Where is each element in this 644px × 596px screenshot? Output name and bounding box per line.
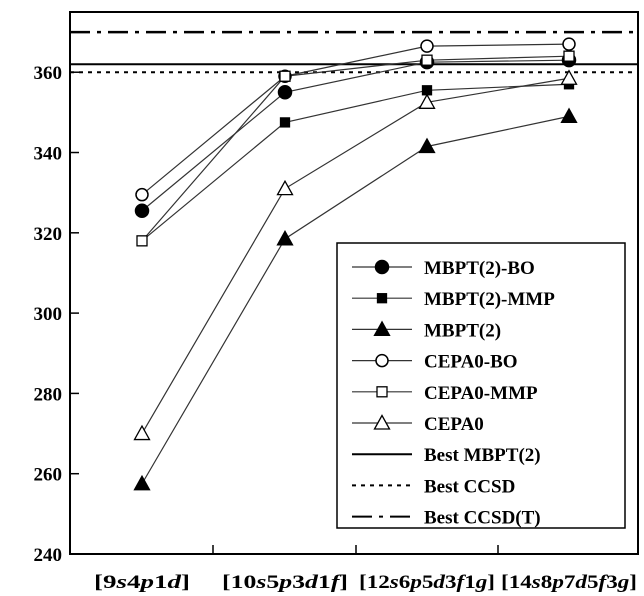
legend-label: MBPT(2)-MMP <box>424 289 555 310</box>
series-line-mbpt-2- <box>141 115 570 485</box>
legend-swatch-marker <box>374 259 390 275</box>
legend-item-best-ccsd: Best CCSD <box>352 476 515 497</box>
legend-label: Best CCSD <box>424 476 515 497</box>
series-line-cepa0 <box>141 77 570 434</box>
x-axis: [9 s 4 p 1 d] [10 s 5 p 3 d 1 f] [12 s6 p 5 d 3 f1 g] [14 s8 p 7 d… <box>94 545 637 593</box>
legend-swatch-marker <box>373 414 391 430</box>
legend-swatch-marker <box>376 386 388 398</box>
x-tick-label: [10 s 5 p 3 d 1 f] <box>222 572 348 593</box>
x-tick-label: [9 s 4 p 1 d] <box>94 572 190 593</box>
legend-item-mbpt-2-: MBPT(2) <box>352 320 501 341</box>
y-tick-label: 340 <box>34 144 63 165</box>
legend: MBPT(2)-BO MBPT(2)-MMP MBPT(2) CEPA0-BO CEPA… <box>336 242 626 529</box>
x-tick-label: [14 s8 p 7 d 5 f3 g] <box>501 572 637 593</box>
legend-label: Best MBPT(2) <box>424 445 541 466</box>
point-cepa0-mmp <box>563 50 575 62</box>
legend-item-best-ccsd-t-: Best CCSD(T) <box>352 508 541 529</box>
point-cepa0 <box>418 93 436 109</box>
series-line-cepa0-mmp <box>141 55 570 242</box>
point-cepa0-mmp <box>421 54 433 66</box>
point-cepa0-mmp <box>136 235 148 247</box>
point-mbpt-2-bo <box>277 85 293 100</box>
point-mbpt-2- <box>133 474 151 491</box>
point-mbpt-2-mmp <box>421 85 433 96</box>
y-tick-label: 240 <box>34 545 63 566</box>
point-mbpt-2- <box>276 229 294 246</box>
series-line-mbpt-2-mmp <box>141 83 570 242</box>
y-tick-label: 260 <box>34 465 63 486</box>
legend-item-cepa0: CEPA0 <box>352 414 484 435</box>
point-cepa0-bo <box>420 39 434 53</box>
series-line-mbpt-2-bo <box>141 59 570 212</box>
legend-label: MBPT(2)-BO <box>424 258 535 279</box>
point-mbpt-2-mmp <box>279 117 291 128</box>
plot-border <box>69 11 639 555</box>
x-tick-label: [12 s6 p 5 d 3 f1 g] <box>359 572 495 593</box>
legend-item-cepa0-bo: CEPA0-BO <box>352 352 518 373</box>
y-tick-label: 280 <box>34 384 63 405</box>
series-line-cepa0-bo <box>141 43 570 196</box>
legend-label: CEPA0 <box>424 414 484 435</box>
point-cepa0-mmp <box>279 70 291 82</box>
legend-label: CEPA0-MMP <box>424 383 538 404</box>
point-cepa0 <box>560 69 578 85</box>
legend-swatch-marker <box>376 293 388 304</box>
legend-item-mbpt-2-mmp: MBPT(2)-MMP <box>352 289 555 310</box>
legend-label: MBPT(2) <box>424 320 501 341</box>
series-markers <box>133 37 578 491</box>
reference-lines <box>70 30 638 74</box>
legend-swatch-marker <box>375 353 389 368</box>
legend-item-mbpt-2-bo: MBPT(2)-BO <box>352 258 535 279</box>
legend-box <box>336 242 626 529</box>
point-cepa0-bo <box>135 187 149 202</box>
y-tick-label: 300 <box>34 304 63 325</box>
series-lines <box>141 43 570 485</box>
legend-swatch-marker <box>373 320 391 337</box>
point-mbpt-2- <box>560 107 578 124</box>
y-tick-label: 320 <box>34 224 63 245</box>
y-tick-label: 360 <box>34 63 63 84</box>
point-cepa0 <box>133 424 151 441</box>
point-mbpt-2-bo <box>134 203 150 218</box>
y-axis: 240 260 280 300 320 340 360 <box>34 63 79 566</box>
legend-item-best-mbpt-2-: Best MBPT(2) <box>352 445 541 466</box>
point-mbpt-2- <box>418 137 436 154</box>
legend-label: Best CCSD(T) <box>424 508 541 529</box>
point-cepa0 <box>276 179 294 196</box>
point-cepa0-bo <box>562 37 576 51</box>
legend-item-cepa0-mmp: CEPA0-MMP <box>352 383 538 404</box>
legend-label: CEPA0-BO <box>424 352 518 373</box>
plot-frame <box>69 11 639 555</box>
